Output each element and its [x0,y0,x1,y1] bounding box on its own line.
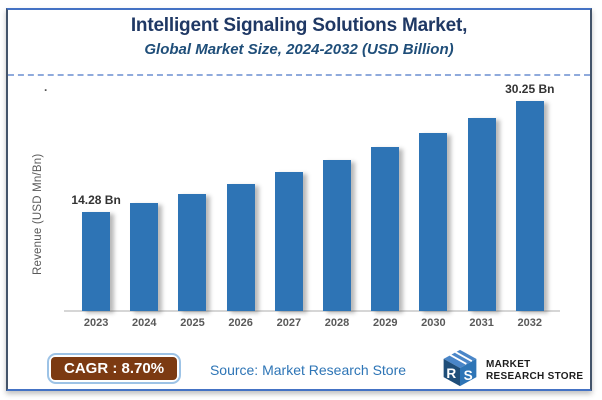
bar-chart: Revenue (USD Mn/Bn) 14.28 Bn 30.25 Bn 202… [8,76,590,342]
chart-card: Intelligent Signaling Solutions Market, … [6,8,592,391]
footer: CAGR : 8.70% Source: Market Research Sto… [8,346,590,389]
chart-title: Intelligent Signaling Solutions Market, [130,15,468,36]
bar-2023 [82,212,111,311]
bar-column-2031 [458,76,505,311]
x-axis-line [64,310,560,312]
bar-value-label-2023: 14.28 Bn [71,193,121,207]
x-tick-2028: 2028 [324,317,350,329]
bar-2031 [467,118,496,311]
logo-text-line2: RESEARCH STORE [486,370,584,382]
x-tick-2024: 2024 [132,317,157,329]
bar-value-label-2032: 30.25 Bn [505,82,555,96]
bar-2027 [274,172,303,311]
mrs-cube-icon: R S [440,348,480,393]
market-research-store-logo: R S MARKET RESEARCH STORE [440,348,583,393]
bar-column-2023: 14.28 Bn [71,76,121,311]
bar-column-2027 [265,76,312,311]
x-tick-2029: 2029 [372,317,398,329]
cagr-badge: CAGR : 8.70% [51,357,178,380]
x-tick-2032: 2032 [517,317,543,329]
x-tick-2030: 2030 [421,317,446,329]
bar-column-2025 [169,76,216,311]
bar-2030 [419,133,448,311]
logo-text-line1: MARKET [486,359,531,370]
bar-2029 [371,147,400,311]
bar-2028 [323,160,352,311]
y-axis-label: Revenue (USD Mn/Bn) [32,153,44,275]
logo-text: MARKET RESEARCH STORE [486,359,583,382]
bar-column-2030 [410,76,457,311]
x-tick-2025: 2025 [180,317,205,329]
bar-2024 [130,203,159,311]
bar-column-2028 [314,76,361,311]
bar-column-2029 [362,76,409,311]
stray-dot: . [44,80,48,94]
bars-row: 14.28 Bn 30.25 Bn [71,76,555,311]
cagr-badge-outline: CAGR : 8.70% [47,353,182,384]
bar-2025 [178,194,207,311]
bar-2026 [226,184,255,311]
svg-text:R: R [446,366,456,381]
x-axis-labels: 2023 2024 2025 2026 2027 2028 2029 2030 2031 2032 [72,317,554,329]
bar-column-2026 [217,76,264,311]
x-tick-2023: 2023 [83,317,109,329]
x-tick-2031: 2031 [469,317,494,329]
svg-text:S: S [464,368,473,383]
bar-column-2032: 30.25 Bn [505,76,555,311]
source-text: Source: Market Research Store [209,362,407,378]
chart-subtitle: Global Market Size, 2024-2032 (USD Billi… [144,40,454,58]
x-tick-2026: 2026 [228,317,253,329]
dashed-divider [8,74,590,76]
bar-2032 [515,101,544,311]
bar-column-2024 [121,76,168,311]
x-tick-2027: 2027 [276,317,302,329]
header: Intelligent Signaling Solutions Market, … [8,14,590,58]
